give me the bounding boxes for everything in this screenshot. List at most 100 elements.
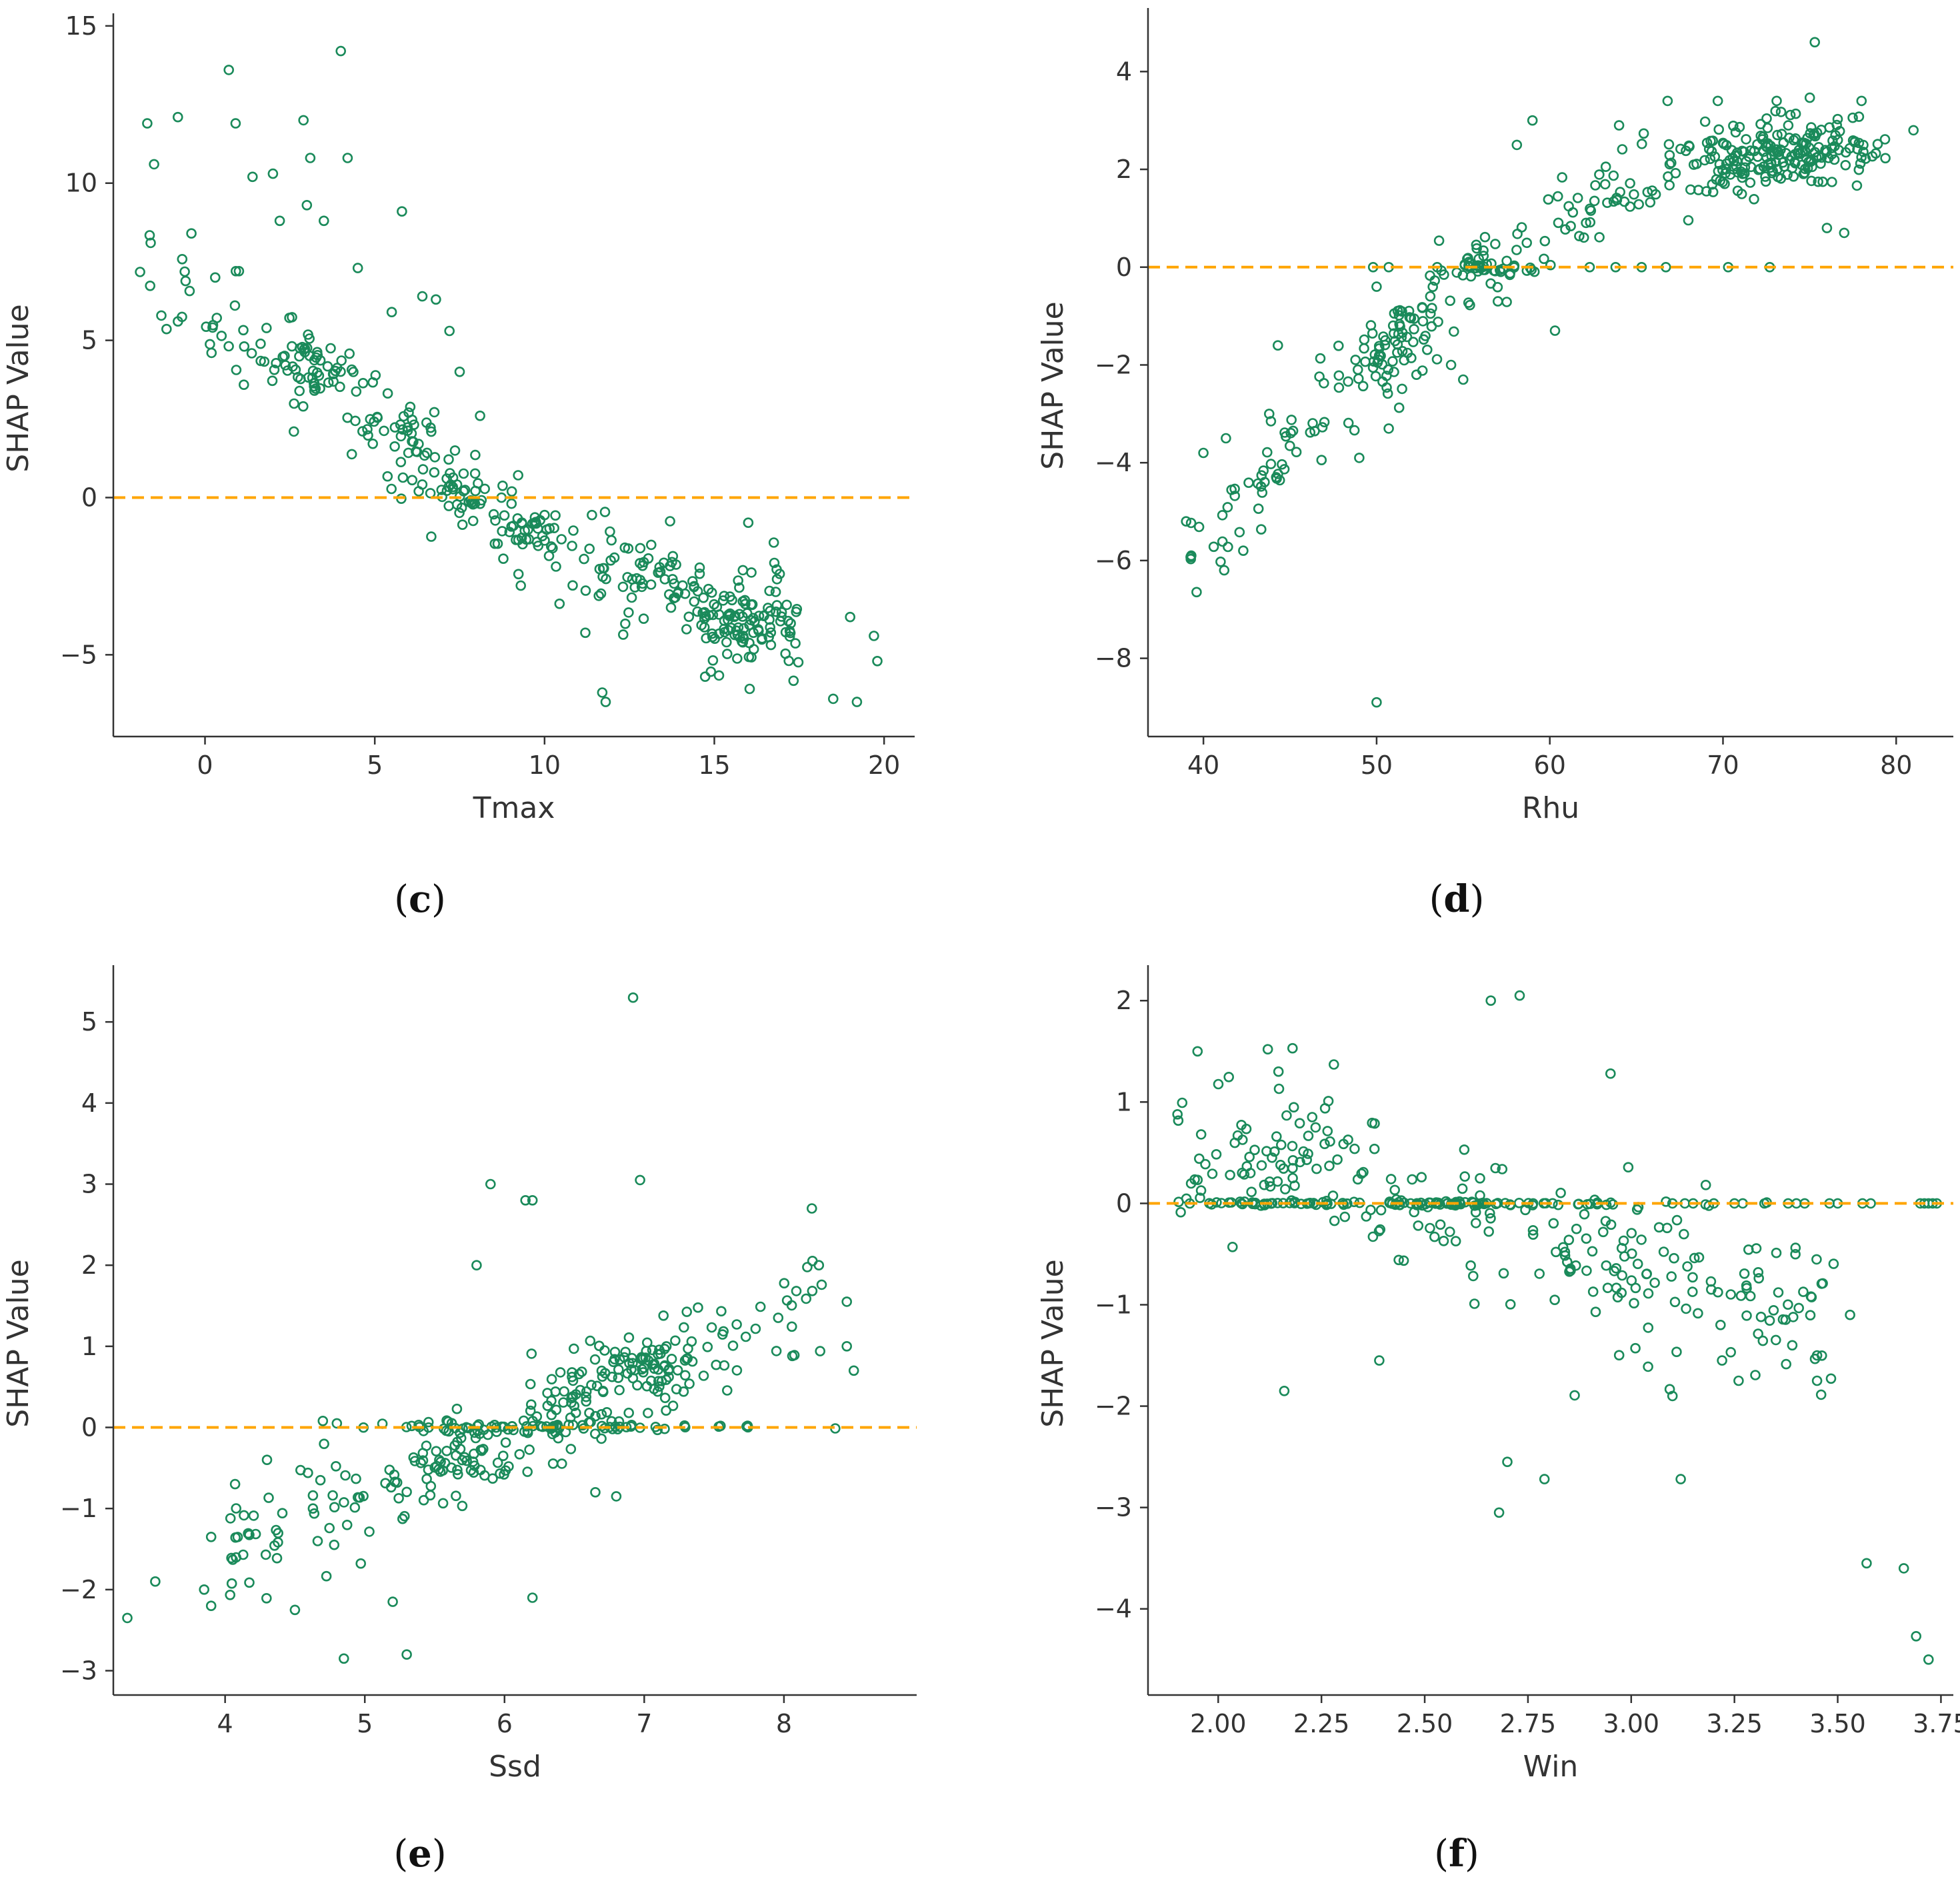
- scatter-point: [665, 516, 675, 527]
- scatter-point: [244, 1577, 255, 1588]
- scatter-point: [271, 1524, 281, 1536]
- scatter-point: [426, 426, 437, 437]
- scatter-point: [415, 1458, 427, 1468]
- scatter-point: [429, 467, 440, 478]
- scatter-point: [1788, 171, 1799, 182]
- scatter-point: [1766, 157, 1777, 168]
- scatter-point: [1712, 95, 1723, 107]
- scatter-point: [1185, 1178, 1197, 1189]
- scatter-point: [785, 618, 796, 629]
- scatter-point: [506, 486, 517, 497]
- scatter-point: [441, 1415, 452, 1426]
- scatter-point: [590, 1410, 601, 1422]
- scatter-point: [771, 1346, 782, 1356]
- scatter-point: [1664, 180, 1675, 191]
- scatter-point: [1643, 1288, 1654, 1299]
- scatter-point: [1305, 427, 1316, 438]
- scatter-point: [513, 569, 524, 580]
- scatter-point: [349, 1502, 361, 1513]
- scatter-point: [567, 1375, 579, 1386]
- scatter-point: [1650, 189, 1661, 200]
- scatter-point: [629, 582, 641, 593]
- scatter-point: [328, 376, 339, 387]
- scatter-point: [201, 321, 212, 333]
- scatter-point: [1709, 151, 1721, 162]
- scatter-point: [626, 592, 637, 603]
- scatter-point: [769, 557, 780, 569]
- scatter-point: [1707, 187, 1719, 197]
- scatter-point: [1360, 356, 1371, 367]
- scatter-point: [382, 471, 393, 482]
- scatter-point: [531, 1411, 543, 1422]
- scatter-point: [429, 407, 440, 418]
- scatter-point: [1367, 328, 1378, 339]
- scatter-point: [1629, 189, 1639, 200]
- scatter-point: [177, 253, 188, 265]
- scatter-point: [1616, 1242, 1627, 1254]
- scatter-point: [1277, 459, 1287, 470]
- scatter-point: [307, 1503, 319, 1514]
- scatter-point: [1543, 194, 1554, 205]
- scatter-point: [1493, 1507, 1505, 1518]
- scatter-point: [1839, 227, 1850, 239]
- scatter-point: [517, 539, 528, 550]
- scatter-point: [273, 1537, 283, 1548]
- scatter-point: [1853, 111, 1865, 122]
- scatter-point: [1703, 143, 1715, 155]
- scatter-point: [1745, 177, 1756, 188]
- scatter-point: [1317, 422, 1328, 433]
- scatter-point: [1736, 189, 1747, 199]
- scatter-point: [764, 585, 775, 597]
- scatter-point: [1793, 1302, 1804, 1314]
- scatter-point: [417, 464, 429, 475]
- scatter-point: [387, 1596, 398, 1607]
- scatter-point: [1392, 305, 1403, 317]
- scatter-point: [1271, 473, 1282, 484]
- scatter-point: [395, 457, 407, 468]
- scatter-point: [1643, 1322, 1654, 1333]
- scatter-point: [1667, 1390, 1678, 1402]
- scatter-point: [693, 1302, 703, 1313]
- scatter-point: [623, 1332, 635, 1343]
- scatter-point: [261, 323, 272, 333]
- scatter-point: [786, 1300, 797, 1311]
- scatter-point: [1717, 1355, 1727, 1366]
- scatter-point: [713, 670, 725, 681]
- scatter-point: [1785, 109, 1796, 121]
- scatter-point: [261, 1593, 272, 1604]
- scatter-point: [597, 687, 608, 698]
- scatter-point: [1585, 205, 1597, 216]
- scatter-point: [1365, 1204, 1376, 1215]
- scatter-point: [457, 1500, 468, 1512]
- scatter-point: [1375, 1204, 1387, 1216]
- scatter-point: [1459, 1171, 1470, 1182]
- scatter-point: [1847, 112, 1858, 123]
- scatter-point: [1485, 278, 1496, 289]
- scatter-point: [623, 607, 634, 618]
- scatter-point: [1420, 331, 1431, 341]
- y-tick-label: −1: [60, 1494, 97, 1523]
- scatter-point: [184, 285, 195, 297]
- scatter-point: [1539, 235, 1551, 247]
- scatter-point: [1858, 139, 1869, 151]
- scatter-point: [643, 1408, 653, 1418]
- scatter-point: [1608, 170, 1619, 181]
- scatter-point: [1539, 253, 1549, 265]
- scatter-point: [145, 280, 155, 291]
- scatter-point: [322, 361, 333, 372]
- scatter-point: [1771, 95, 1782, 107]
- scatter-point: [1923, 1654, 1934, 1665]
- scatter-point: [456, 502, 467, 513]
- scatter-point: [619, 1352, 630, 1363]
- scatter-point: [1664, 150, 1675, 161]
- scatter-point: [1539, 1474, 1550, 1484]
- y-tick-label: −4: [1095, 448, 1132, 477]
- scatter-point: [722, 649, 733, 659]
- scatter-point: [698, 1370, 709, 1381]
- scatter-point: [635, 1174, 645, 1186]
- scatter-point: [1382, 388, 1393, 399]
- scatter-point: [498, 553, 509, 565]
- scatter-point: [1553, 1199, 1564, 1210]
- y-tick-label: 0: [1116, 1188, 1132, 1218]
- scatter-point: [556, 1458, 567, 1469]
